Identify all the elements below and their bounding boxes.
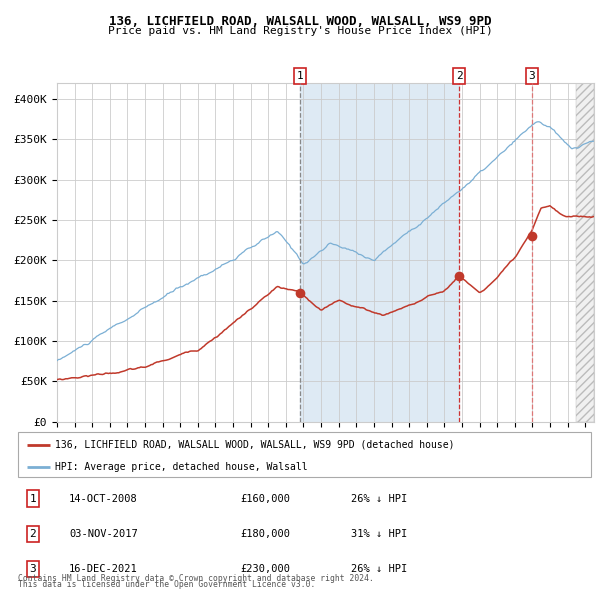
Text: Price paid vs. HM Land Registry's House Price Index (HPI): Price paid vs. HM Land Registry's House … — [107, 26, 493, 36]
Text: £180,000: £180,000 — [240, 529, 290, 539]
Text: 3: 3 — [29, 565, 37, 574]
Text: 1: 1 — [296, 71, 303, 81]
Text: £160,000: £160,000 — [240, 494, 290, 503]
Text: £230,000: £230,000 — [240, 565, 290, 574]
Bar — [300, 83, 459, 422]
Text: 136, LICHFIELD ROAD, WALSALL WOOD, WALSALL, WS9 9PD (detached house): 136, LICHFIELD ROAD, WALSALL WOOD, WALSA… — [55, 440, 455, 450]
Text: HPI: Average price, detached house, Walsall: HPI: Average price, detached house, Wals… — [55, 462, 308, 472]
Text: 26% ↓ HPI: 26% ↓ HPI — [351, 494, 407, 503]
Text: 136, LICHFIELD ROAD, WALSALL WOOD, WALSALL, WS9 9PD: 136, LICHFIELD ROAD, WALSALL WOOD, WALSA… — [109, 15, 491, 28]
Text: 03-NOV-2017: 03-NOV-2017 — [69, 529, 138, 539]
FancyBboxPatch shape — [18, 432, 591, 477]
Text: 3: 3 — [528, 71, 535, 81]
Text: 26% ↓ HPI: 26% ↓ HPI — [351, 565, 407, 574]
Text: 1: 1 — [29, 494, 37, 503]
Text: This data is licensed under the Open Government Licence v3.0.: This data is licensed under the Open Gov… — [18, 581, 316, 589]
Text: 16-DEC-2021: 16-DEC-2021 — [69, 565, 138, 574]
Text: Contains HM Land Registry data © Crown copyright and database right 2024.: Contains HM Land Registry data © Crown c… — [18, 574, 374, 583]
Text: 2: 2 — [456, 71, 463, 81]
Text: 31% ↓ HPI: 31% ↓ HPI — [351, 529, 407, 539]
Text: 2: 2 — [29, 529, 37, 539]
Text: 14-OCT-2008: 14-OCT-2008 — [69, 494, 138, 503]
